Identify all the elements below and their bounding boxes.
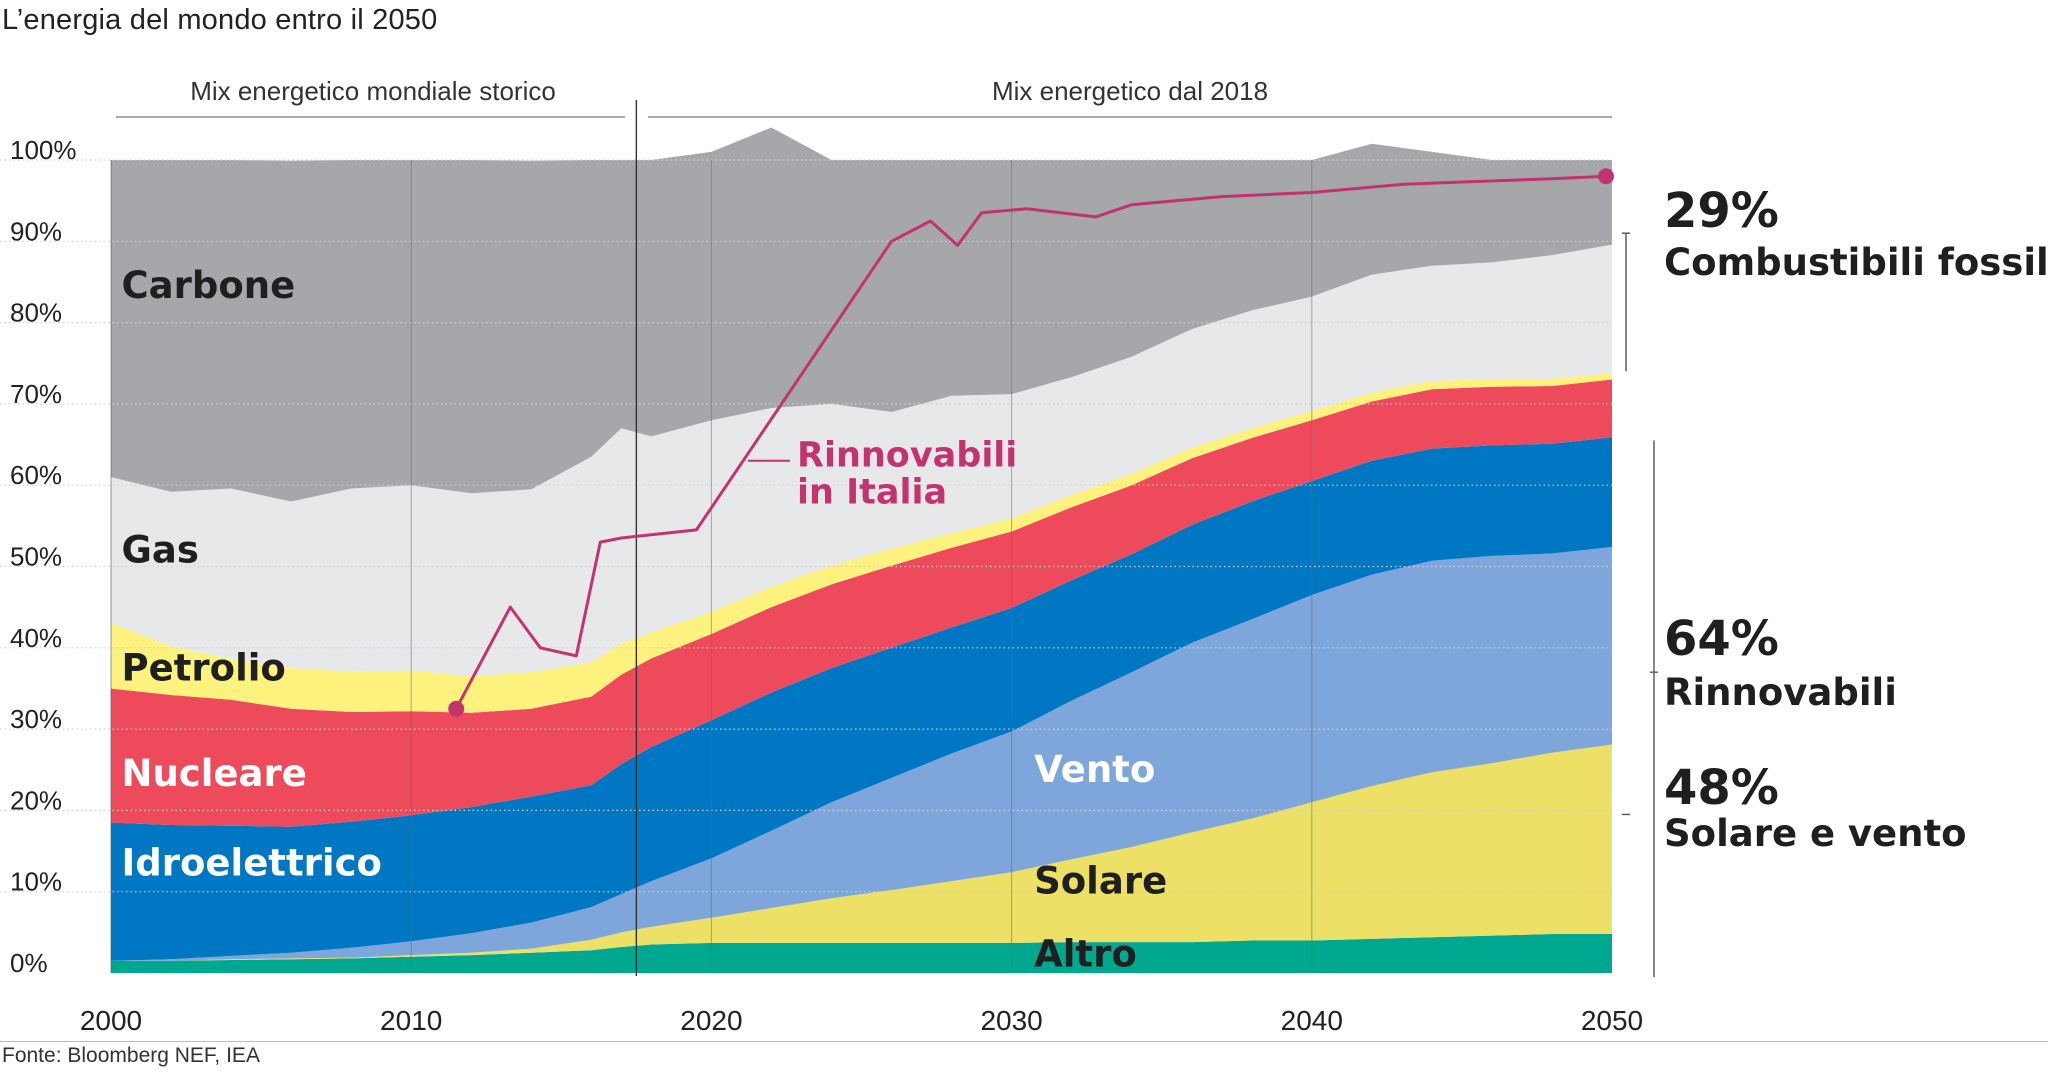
period-headers: Mix energetico mondiale storico Mix ener… xyxy=(190,76,1268,106)
y-axis-ticks: 0% 10% 20% 30% 40% 50% 60% 70% 80% 90% 100% xyxy=(10,135,77,978)
y-tick-label: 70% xyxy=(10,379,62,409)
x-axis-ticks: 2000 2010 2020 2030 2040 2050 xyxy=(80,1005,1643,1036)
stacked-areas xyxy=(111,127,1612,973)
right-annotations: 29%Combustibili fossili 64%Rinnovabili 48%… xyxy=(1622,183,2048,978)
annotation-value: 48% xyxy=(1664,760,1779,816)
y-tick-label: 10% xyxy=(10,867,62,897)
x-tick-label: 2030 xyxy=(980,1005,1042,1036)
annotation-value: 29% xyxy=(1664,183,1779,239)
gridlines xyxy=(0,159,1612,893)
italy-line-end-marker xyxy=(1597,168,1614,185)
y-tick-label: 20% xyxy=(10,785,62,815)
x-tick-label: 2010 xyxy=(380,1005,442,1036)
area-label-altro: Altro xyxy=(1034,932,1137,975)
area-label-nucleare: Nucleare xyxy=(122,752,307,795)
area-petrolio xyxy=(111,373,1612,713)
y-tick-label: 60% xyxy=(10,460,62,490)
footer-divider xyxy=(0,1041,2048,1042)
italy-line-start-marker xyxy=(448,700,465,717)
area-label-carbone: Carbone xyxy=(122,264,296,307)
area-labels: Altro Solare Vento Idroelettrico Nucleare Pet… xyxy=(122,264,1168,975)
area-label-vento: Vento xyxy=(1034,748,1155,791)
annotation-label: Combustibili fossili xyxy=(1664,241,2048,284)
area-gas xyxy=(111,244,1612,677)
area-solare xyxy=(111,744,1612,961)
x-tick-label: 2020 xyxy=(680,1005,742,1036)
x-tick-label: 2000 xyxy=(80,1005,142,1036)
italy-line-path xyxy=(454,174,1607,710)
x-tick-label: 2040 xyxy=(1281,1005,1343,1036)
energy-mix-chart: Mix energetico mondiale storico Mix ener… xyxy=(0,76,2048,1036)
annotation-label: Rinnovabili xyxy=(1664,671,1897,714)
area-label-petrolio: Petrolio xyxy=(122,646,286,689)
y-tick-label: 30% xyxy=(10,704,62,734)
period-label-historic: Mix energetico mondiale storico xyxy=(190,76,556,106)
area-nucleare xyxy=(111,379,1612,827)
area-label-solare: Solare xyxy=(1034,859,1167,902)
area-vento xyxy=(111,547,1612,961)
area-label-gas: Gas xyxy=(122,528,199,571)
italy-line-label: Rinnovabili xyxy=(797,436,1017,476)
y-tick-label: 40% xyxy=(10,623,62,653)
annotation-label: Solare e vento xyxy=(1664,812,1967,855)
decade-lines xyxy=(110,100,1612,976)
area-altro xyxy=(111,934,1612,973)
y-tick-label: 90% xyxy=(10,216,62,246)
annotation-value: 64% xyxy=(1664,611,1779,667)
area-label-idroelettrico: Idroelettrico xyxy=(122,841,382,884)
y-tick-label: 80% xyxy=(10,298,62,328)
y-tick-label: 50% xyxy=(10,542,62,572)
period-label-forecast: Mix energetico dal 2018 xyxy=(992,76,1268,106)
area-carbone xyxy=(111,127,1612,502)
source-note: Fonte: Bloomberg NEF, IEA xyxy=(2,1044,260,1067)
y-tick-label: 100% xyxy=(10,135,77,165)
y-tick-label: 0% xyxy=(10,948,48,978)
area-idroelettrico xyxy=(111,437,1612,961)
chart-title: L’energia del mondo entro il 2050 xyxy=(2,4,438,36)
italy-line-label: in Italia xyxy=(797,473,947,513)
x-tick-label: 2050 xyxy=(1581,1005,1643,1036)
